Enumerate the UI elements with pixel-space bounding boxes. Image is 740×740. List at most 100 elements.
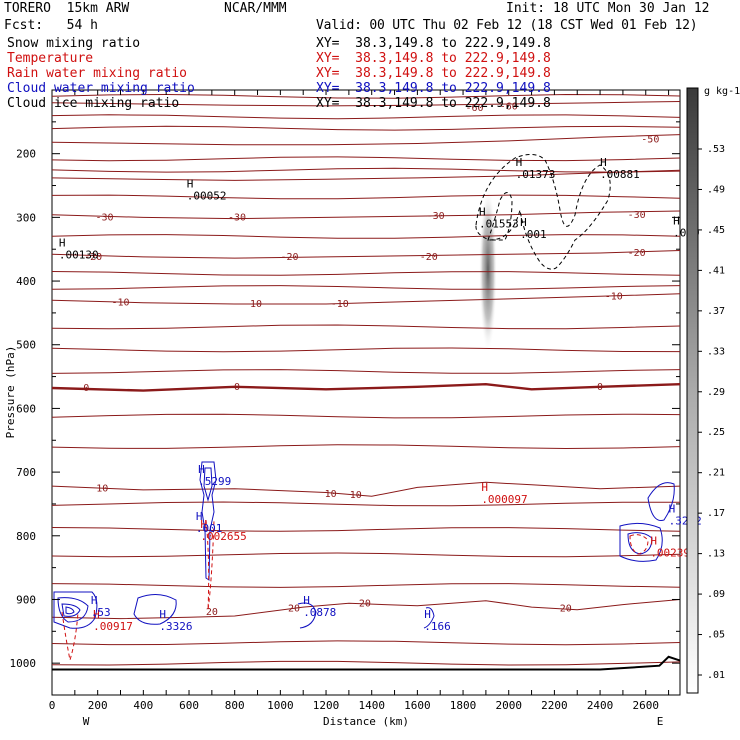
colorbar-tick-label: .29 <box>707 387 725 398</box>
max-marker-h: H <box>159 608 166 621</box>
colorbar-tick-label: .49 <box>707 184 725 195</box>
max-marker-h: H <box>479 206 486 219</box>
temperature-contours <box>51 93 681 666</box>
isotherm <box>51 583 681 588</box>
isotherm <box>51 413 681 419</box>
max-marker-h: H <box>59 236 66 249</box>
terrain-line <box>52 655 681 671</box>
colorbar <box>686 87 699 694</box>
isotherm-label: -30 <box>427 211 445 222</box>
legend-field-xy: XY= 38.3,149.8 to 222.9,149.8 <box>316 96 551 111</box>
colorbar-tick-label: .45 <box>707 225 725 236</box>
forecast-hour: Fcst: 54 h <box>4 18 98 33</box>
isotherm <box>51 93 681 99</box>
isotherm <box>51 640 681 646</box>
legend-field-label: Cloud ice mixing ratio <box>7 96 180 111</box>
max-marker-h: H <box>200 518 207 531</box>
max-marker-h: H <box>673 215 680 228</box>
y-tick-label: 200 <box>16 148 36 161</box>
isotherm-label: 10 <box>325 489 337 500</box>
isotherm <box>51 194 681 200</box>
y-tick-label: 1000 <box>10 657 37 670</box>
x-tick-label: 2600 <box>632 699 659 712</box>
max-marker-h: H <box>93 608 100 621</box>
maxima-labels: H.00052H.00130H.01553H.01373H.00881H.001… <box>59 156 702 633</box>
isotherm-label: -10 <box>605 291 623 302</box>
isotherm <box>51 125 681 131</box>
isotherm-label: -60 <box>465 103 483 114</box>
isotherm-0 <box>51 382 681 392</box>
isotherm-label: -30 <box>228 212 246 223</box>
legend-field-label: Snow mixing ratio <box>7 36 141 51</box>
rain-contours <box>61 519 649 661</box>
temperature-contour-labels: -60 -60 -50 -30 -30 -30 -30 -20 -20 -20 -20 -10 -10 -… <box>83 102 659 619</box>
x-tick-label: 1800 <box>450 699 477 712</box>
isotherm-label: -20 <box>84 252 102 263</box>
colorbar-tick-label: .21 <box>707 468 725 479</box>
max-value: .166 <box>424 620 451 633</box>
isotherm--10 <box>51 293 681 305</box>
colorbar-tick-label: .41 <box>707 265 725 276</box>
x-tick-label: 1400 <box>358 699 385 712</box>
max-marker-h: H <box>91 594 98 607</box>
legend-field-xy: XY= 38.3,149.8 to 222.9,149.8 <box>316 51 551 66</box>
max-value: .00917 <box>93 620 133 633</box>
init-time: Init: 18 UTC Mon 30 Jan 12 <box>506 1 710 16</box>
x-tick-label: 1200 <box>313 699 340 712</box>
legend-field-xy: XY= 38.3,149.8 to 222.9,149.8 <box>316 36 551 51</box>
y-tick-label: 700 <box>16 466 36 479</box>
x-tick-label: 1600 <box>404 699 431 712</box>
legend-field-xy: XY= 38.3,149.8 to 222.9,149.8 <box>316 81 551 96</box>
isotherm-label: 10 <box>96 484 108 495</box>
isotherm--60 <box>51 101 681 107</box>
isotherm <box>51 501 680 507</box>
legend-field-label: Cloud water mixing ratio <box>7 81 195 96</box>
west-label: W <box>83 715 90 728</box>
max-value: .53 <box>91 606 111 619</box>
isotherm-label: -20 <box>420 252 438 263</box>
y-tick-label: 900 <box>16 593 36 606</box>
colorbar-tick-label: .33 <box>707 346 725 357</box>
max-value: .0878 <box>303 606 336 619</box>
legend-field-xy: XY= 38.3,149.8 to 222.9,149.8 <box>316 66 551 81</box>
max-marker-h: H <box>600 156 607 169</box>
isotherm--40 <box>51 169 681 181</box>
isotherm-label: -10 <box>111 298 129 309</box>
isotherm-label: -10 <box>244 299 262 310</box>
isotherm-label: -60 <box>500 102 518 113</box>
x-tick-label: 800 <box>225 699 245 712</box>
colorbar-tick-label: .25 <box>707 427 725 438</box>
isotherm-label: 10 <box>350 490 362 501</box>
y-axis-title: Pressure (hPa) <box>4 346 17 439</box>
isotherm-label: -20 <box>280 252 298 263</box>
isotherm <box>51 444 681 450</box>
isotherm-label: 0 <box>597 382 603 393</box>
isotherm-label: 0 <box>83 383 89 394</box>
isotherm--30 <box>51 210 681 220</box>
isotherm-label: -30 <box>95 212 113 223</box>
max-marker-h: H <box>650 534 657 547</box>
isotherm-label: 20 <box>560 603 572 614</box>
x-axis: 0 200 400 600 800 1000 1200 1400 1600 1800 2000 220… <box>49 90 670 712</box>
max-value: .01553 <box>479 218 519 231</box>
isotherm <box>51 156 681 162</box>
x-axis-title: Distance (km) <box>323 715 409 728</box>
max-value: .001 <box>520 228 547 241</box>
y-tick-label: 800 <box>16 530 36 543</box>
max-value: .3326 <box>159 620 192 633</box>
max-value: .01373 <box>516 168 556 181</box>
colorbar-tick-label: .37 <box>707 306 725 317</box>
isotherm <box>51 285 681 290</box>
legend-field-label: Temperature <box>7 51 94 66</box>
max-marker-h: H <box>198 463 205 476</box>
snow-shading <box>479 188 497 352</box>
max-marker-h: H <box>520 216 527 229</box>
max-marker-h: H <box>669 503 676 516</box>
isotherm <box>51 271 681 276</box>
isotherm-label: -10 <box>331 299 349 310</box>
y-tick-label: 300 <box>16 211 36 224</box>
isotherm <box>51 234 681 239</box>
isotherm-20 <box>51 599 681 620</box>
